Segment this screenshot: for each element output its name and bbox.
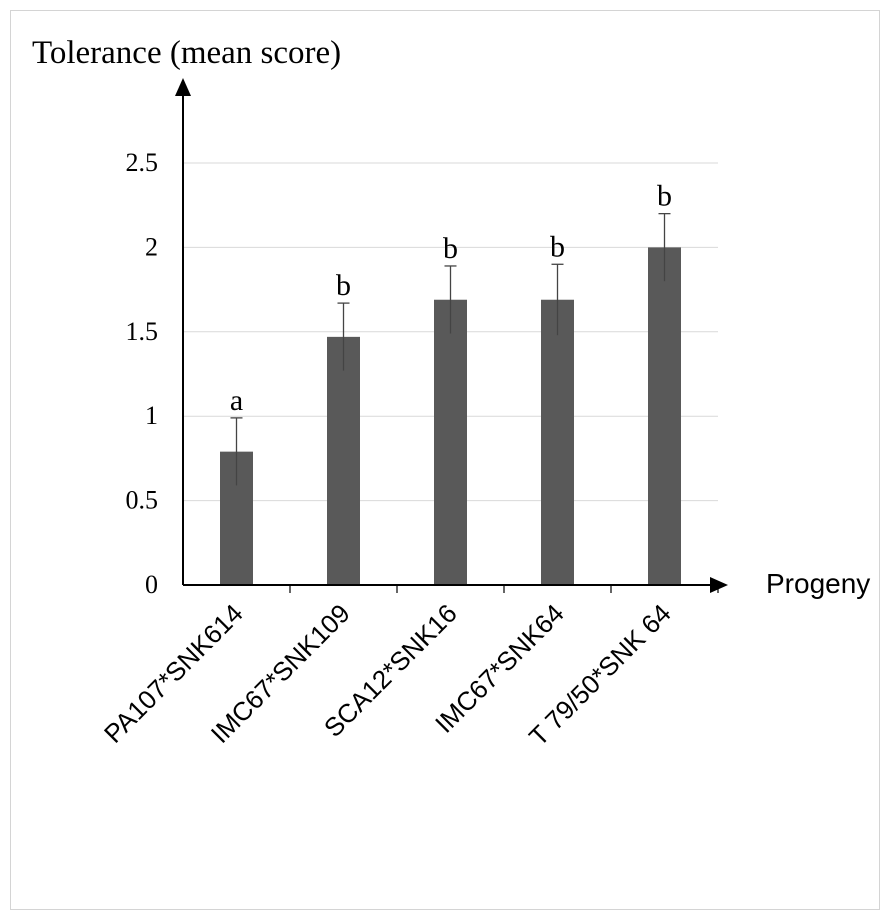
significance-letter: a — [230, 384, 243, 417]
x-tick-labels-group: PA107*SNK614IMC67*SNK109SCA12*SNK16IMC67… — [98, 598, 677, 752]
y-tick-label: 1.5 — [126, 317, 159, 346]
significance-letters-group: a b b b b — [230, 180, 672, 417]
significance-letter: b — [550, 230, 565, 263]
y-axis-arrow — [175, 78, 191, 96]
y-axis-title: Tolerance (mean score) — [32, 35, 341, 71]
y-tick-label: 1 — [145, 401, 158, 430]
bar — [327, 336, 360, 585]
y-tick-labels-group: 0 0.5 1 1.5 2 2.5 — [126, 148, 159, 599]
axes-group — [175, 78, 728, 593]
y-tick-label: 2 — [145, 232, 158, 261]
bar — [541, 299, 574, 585]
y-tick-label: 0.5 — [126, 486, 159, 515]
error-bars-group — [230, 212, 719, 593]
bar — [434, 299, 467, 585]
significance-letter: b — [443, 232, 458, 265]
y-tick-label: 0 — [145, 570, 158, 599]
significance-letter: b — [657, 180, 672, 213]
significance-letter: b — [336, 269, 351, 302]
y-tick-label: 2.5 — [126, 148, 159, 177]
bars-group — [220, 247, 681, 585]
x-axis-title: Progeny — [766, 568, 870, 599]
bar — [648, 247, 681, 585]
x-axis-arrow — [710, 577, 728, 593]
